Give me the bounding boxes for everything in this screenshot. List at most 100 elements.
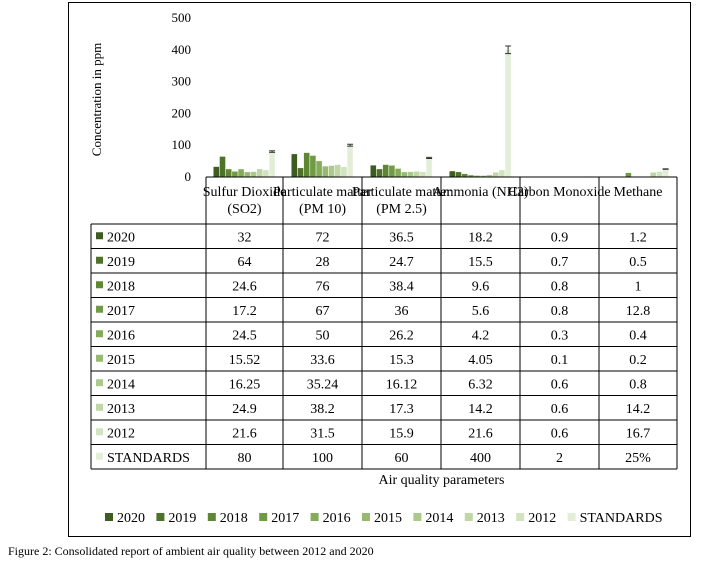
data-cell: 21.6 [468,426,493,441]
bar-standards-3 [505,49,511,177]
bar-2016-1 [316,161,322,177]
bar-2012-3 [499,170,505,177]
bar-2014-3 [486,174,493,177]
bar-2018-2 [382,164,389,177]
bar-2016-3 [474,175,480,177]
category-label: (PM 10) [299,202,346,217]
category-label: Methane [614,185,663,200]
legend-swatch [567,513,576,521]
bar-2020-3 [449,171,456,177]
figure-caption: Figure 2: Consolidated report of ambient… [8,544,374,558]
data-cell: 38.4 [389,279,414,294]
chart-svg: 0 100 200 300 400 500 Concentration in ppm Sulf… [89,10,678,526]
bar-2019-1 [297,168,304,177]
data-cell: 26.2 [389,328,414,343]
data-cell: 17.2 [232,304,257,319]
data-cell: 0.6 [551,426,569,441]
bar-2015-0 [244,172,251,177]
data-cell: 1.2 [629,230,647,245]
bar-2018-0 [225,169,232,177]
data-cell: 28 [316,255,330,270]
legend-swatch [464,513,473,521]
data-cell: 80 [238,451,252,466]
data-cell: 60 [395,451,409,466]
legend-swatch [516,513,525,521]
category-label: Ammonia (NH3) [432,185,528,200]
row-legend-key [96,403,103,411]
y-axis-title: Concentration in ppm [89,43,104,156]
bar-2019-3 [455,172,462,177]
data-cell: 15.52 [229,353,261,368]
legend-label: 2019 [168,511,196,526]
row-legend-key [96,281,103,289]
data-cell: 16.7 [626,426,651,441]
data-cell: 24.6 [232,279,257,294]
bar-2014-1 [328,165,335,177]
y-tick-label: 300 [172,74,192,89]
bar-2019-2 [376,169,383,177]
data-cell: 0.2 [629,353,647,368]
bar-2020-1 [291,154,298,177]
bar-standards-1 [347,145,353,177]
bar-2012-1 [341,166,347,177]
row-label: 2015 [107,353,135,368]
legend-label: 2012 [528,511,556,526]
row-legend-key [96,354,103,362]
category-label: Sulfur Dioxide [203,185,287,200]
data-cell: 400 [470,451,491,466]
legend-label: 2017 [271,511,299,526]
legend-swatch [105,513,113,521]
bar-2019-0 [219,156,226,177]
data-cell: 50 [316,328,330,343]
legend-label: 2015 [374,511,402,526]
legend-swatch [413,513,422,521]
bar-2012-5 [656,171,663,177]
data-cell: 36 [395,304,409,319]
row-label: 2016 [107,328,135,343]
bar-2013-0 [256,169,263,177]
bar-2016-0 [238,169,244,177]
data-cell: 0.9 [551,230,569,245]
bar-2014-2 [407,171,414,177]
data-cell: 9.6 [472,279,490,294]
legend-label: 2018 [220,511,248,526]
bar-2020-0 [213,166,220,177]
row-label: STANDARDS [107,451,190,466]
row-label: 2012 [107,426,135,441]
bar-2015-1 [322,166,329,177]
bar-2015-3 [480,175,487,177]
data-cell: 15.5 [468,255,493,270]
data-cell: 4.2 [472,328,490,343]
data-cell: 15.3 [389,353,414,368]
bar-2017-3 [468,175,474,177]
data-cell: 14.2 [468,402,493,417]
bar-2017-1 [310,155,316,177]
row-label: 2020 [107,230,135,245]
data-cell: 12.8 [626,304,651,319]
legend-swatch [207,513,216,521]
data-cell: 17.3 [389,402,414,417]
data-cell: 38.2 [310,402,335,417]
row-legend-key [96,256,103,264]
data-cell: 32 [238,230,252,245]
data-cell: 15.9 [389,426,414,441]
legend-label: 2016 [323,511,351,526]
data-cell: 5.6 [472,304,490,319]
data-cell: 0.8 [551,279,569,294]
data-cell: 18.2 [468,230,493,245]
data-cell: 64 [238,255,252,270]
data-cell: 0.8 [551,304,569,319]
bar-2013-5 [650,172,656,177]
row-legend-key [96,305,103,313]
bar-2017-0 [232,171,238,177]
data-cell: 35.24 [307,377,339,392]
bar-2012-2 [420,171,426,177]
y-tick-label: 0 [185,169,192,184]
data-cell: 72 [316,230,330,245]
data-cell: 76 [316,279,330,294]
data-cell: 67 [316,304,330,319]
bar-2017-5 [625,172,632,177]
data-cell: 36.5 [389,230,414,245]
row-label: 2013 [107,402,135,417]
y-tick-label: 500 [172,10,192,25]
